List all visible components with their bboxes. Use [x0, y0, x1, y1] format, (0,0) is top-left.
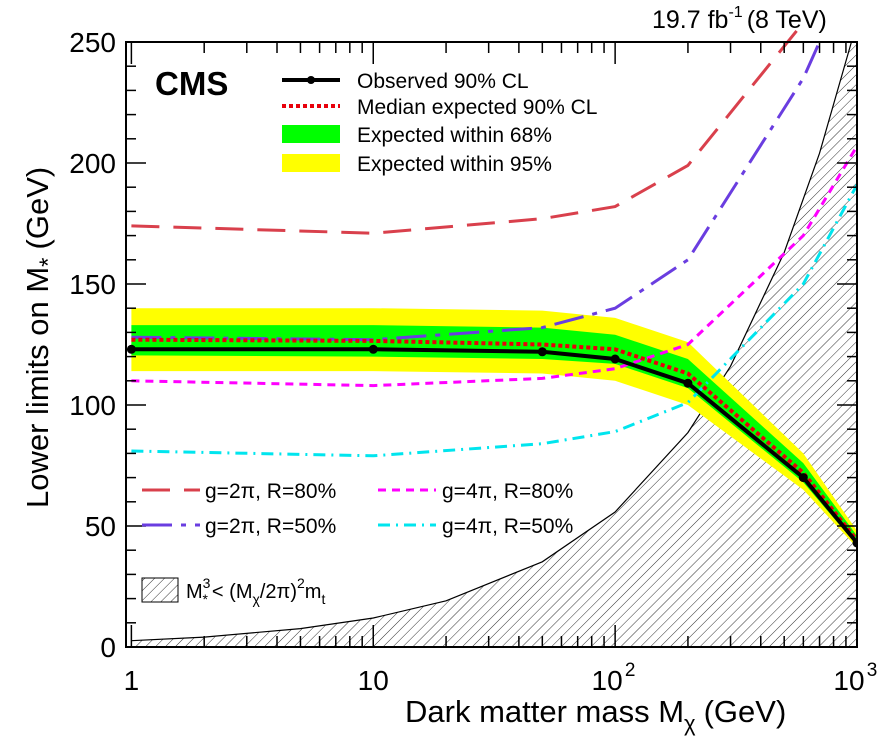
x-tick-exponent: 3: [867, 660, 878, 681]
legend-band68-label: Expected within 68%: [357, 124, 552, 147]
x-tick-label: 10: [358, 665, 389, 696]
y-tick-label: 200: [69, 148, 116, 179]
legend-ref-4-label: g=4π, R=50%: [442, 515, 573, 538]
observed-point: [611, 355, 620, 364]
y-tick-label: 100: [69, 390, 116, 421]
observed-point: [369, 345, 378, 354]
x-axis-title: Dark matter mass Mχ (GeV): [405, 694, 786, 736]
y-tick-label: 0: [100, 632, 116, 663]
experiment-label: CMS: [155, 65, 228, 102]
luminosity-label: 19.7 fb-1 (8 TeV): [652, 4, 827, 34]
legend-observed-label: Observed 90% CL: [357, 70, 529, 93]
observed-point: [127, 345, 136, 354]
y-axis-title: Lower limits on M*(GeV): [20, 167, 62, 508]
limit-chart: 0501001502002501 10 10 2 10 3 19.7 fb-1 (8 TeV…: [0, 0, 885, 750]
observed-point: [683, 379, 692, 388]
legend-expected-label: Median expected 90% CL: [357, 96, 598, 119]
legend-ref-3-label: g=4π, R=80%: [442, 480, 573, 503]
y-tick-label: 150: [69, 269, 116, 300]
legend-ref-2-label: g=2π, R=50%: [205, 515, 336, 538]
observed-point: [799, 473, 808, 482]
x-tick-label: 10: [833, 665, 864, 696]
legend-ref-1-label: g=2π, R=80%: [205, 480, 336, 503]
y-tick-label: 250: [69, 27, 116, 58]
legend-band95-label: Expected within 95%: [357, 153, 552, 176]
observed-point: [538, 347, 547, 356]
x-tick-exponent: 2: [625, 660, 636, 681]
y-tick-label: 50: [85, 511, 116, 542]
x-tick-label: 10: [592, 665, 623, 696]
x-tick-label: 1: [124, 665, 140, 696]
